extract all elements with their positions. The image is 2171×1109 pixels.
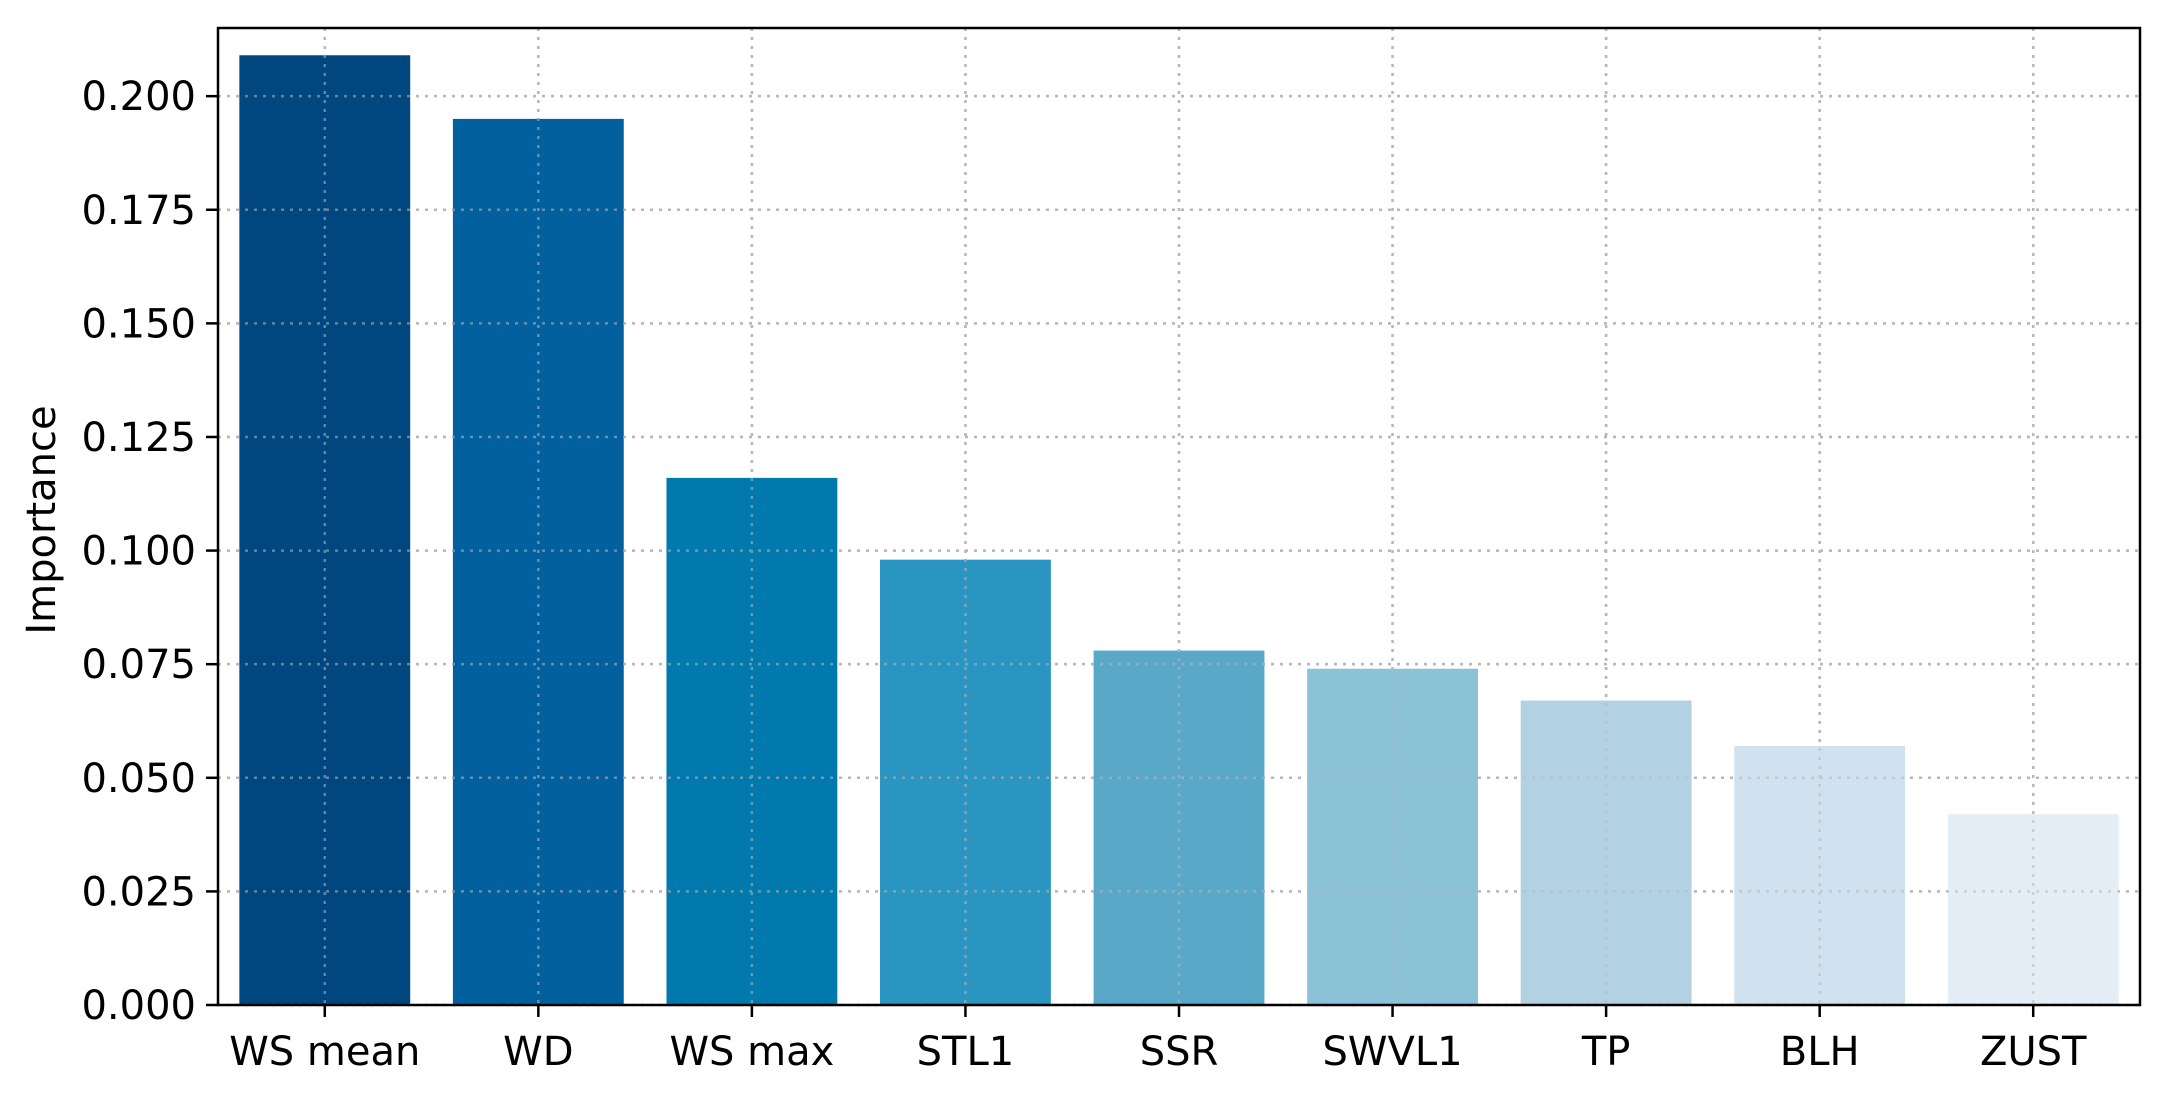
y-tick-label: 0.125: [81, 415, 196, 461]
x-tick-label: ZUST: [1980, 1029, 2087, 1075]
x-tick-label: TP: [1581, 1029, 1631, 1075]
x-tick-label: SWVL1: [1323, 1029, 1463, 1075]
x-tick-label: BLH: [1780, 1029, 1860, 1075]
y-tick-label: 0.075: [81, 642, 196, 688]
bar-zust: [1947, 814, 2119, 1005]
y-axis-label: Importance: [19, 405, 65, 634]
x-tick-label: SSR: [1140, 1029, 1219, 1075]
bar-ws-mean: [239, 55, 411, 1005]
bar-ssr: [1093, 650, 1265, 1005]
y-tick-label: 0.100: [81, 529, 196, 575]
y-tick-label: 0.150: [81, 301, 196, 347]
y-tick-label: 0.050: [81, 756, 196, 802]
y-tick-label: 0.200: [81, 74, 196, 120]
grid-overlay: [218, 28, 2140, 1007]
bars-layer: [239, 55, 2119, 1006]
x-tick-label: STL1: [917, 1029, 1015, 1075]
bar-swvl1: [1307, 668, 1478, 1005]
x-tick-label: WS mean: [229, 1029, 420, 1075]
y-tick-label: 0.025: [81, 869, 196, 915]
x-tick-label: WD: [503, 1029, 573, 1075]
x-tick-label: WS max: [669, 1029, 834, 1075]
x-ticks: WS mean WD WS max STL1 SSR SWVL1 TP BLH ZUST: [229, 1005, 2087, 1075]
y-ticks: 0.000 0.025 0.050 0.075 0.100 0.125 0.150 0.175…: [81, 74, 218, 1029]
y-tick-label: 0.175: [81, 188, 196, 234]
y-tick-label: 0.000: [81, 983, 196, 1029]
bar-tp: [1520, 700, 1692, 1005]
